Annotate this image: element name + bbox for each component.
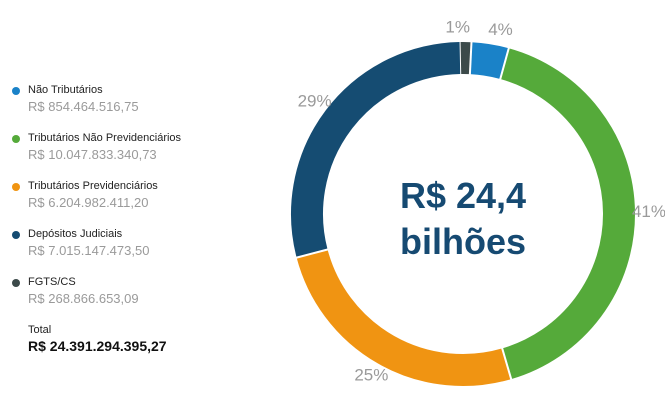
total-label: Total <box>28 324 52 336</box>
percent-label: 29% <box>298 91 332 110</box>
legend-value: R$ 854.464.516,75 <box>28 99 139 114</box>
legend-value: R$ 6.204.982.411,20 <box>28 195 149 210</box>
legend-swatch <box>12 279 20 287</box>
total-value: R$ 24.391.294.395,27 <box>28 338 167 354</box>
legend-label: Tributários Previdenciários <box>28 180 158 192</box>
donut-slice <box>291 42 461 258</box>
donut-slices <box>291 41 635 386</box>
legend-swatch <box>12 87 20 95</box>
legend-swatch <box>12 231 20 239</box>
slice-separator <box>468 41 473 76</box>
donut-slice <box>500 48 635 380</box>
legend-value: R$ 268.866.653,09 <box>28 291 139 306</box>
percent-label: 25% <box>354 365 388 384</box>
donut-slice <box>296 249 512 386</box>
center-label-line-1: R$ 24,4 <box>400 175 526 216</box>
slice-separator <box>499 46 511 81</box>
total-block: Total R$ 24.391.294.395,27 <box>28 324 167 354</box>
legend-label: Tributários Não Previdenciários <box>28 132 182 144</box>
percent-label: 41% <box>632 202 665 221</box>
legend-swatch <box>12 183 20 191</box>
legend-value: R$ 10.047.833.340,73 <box>28 147 157 162</box>
legend-label: FGTS/CS <box>28 276 76 288</box>
legend-label: Depósitos Judiciais <box>28 228 123 240</box>
donut-slice <box>469 42 509 80</box>
percent-label: 4% <box>488 20 513 39</box>
percent-label: 1% <box>445 18 470 37</box>
legend-swatch <box>12 135 20 143</box>
slice-separator <box>500 347 513 381</box>
legend-label: Não Tributários <box>28 84 103 96</box>
slice-separator <box>295 248 329 259</box>
legend-value: R$ 7.015.147.473,50 <box>28 243 150 258</box>
center-label-line-2: bilhões <box>400 221 526 262</box>
percent-labels: 1% 4% 41% 25% 29% <box>298 18 665 385</box>
